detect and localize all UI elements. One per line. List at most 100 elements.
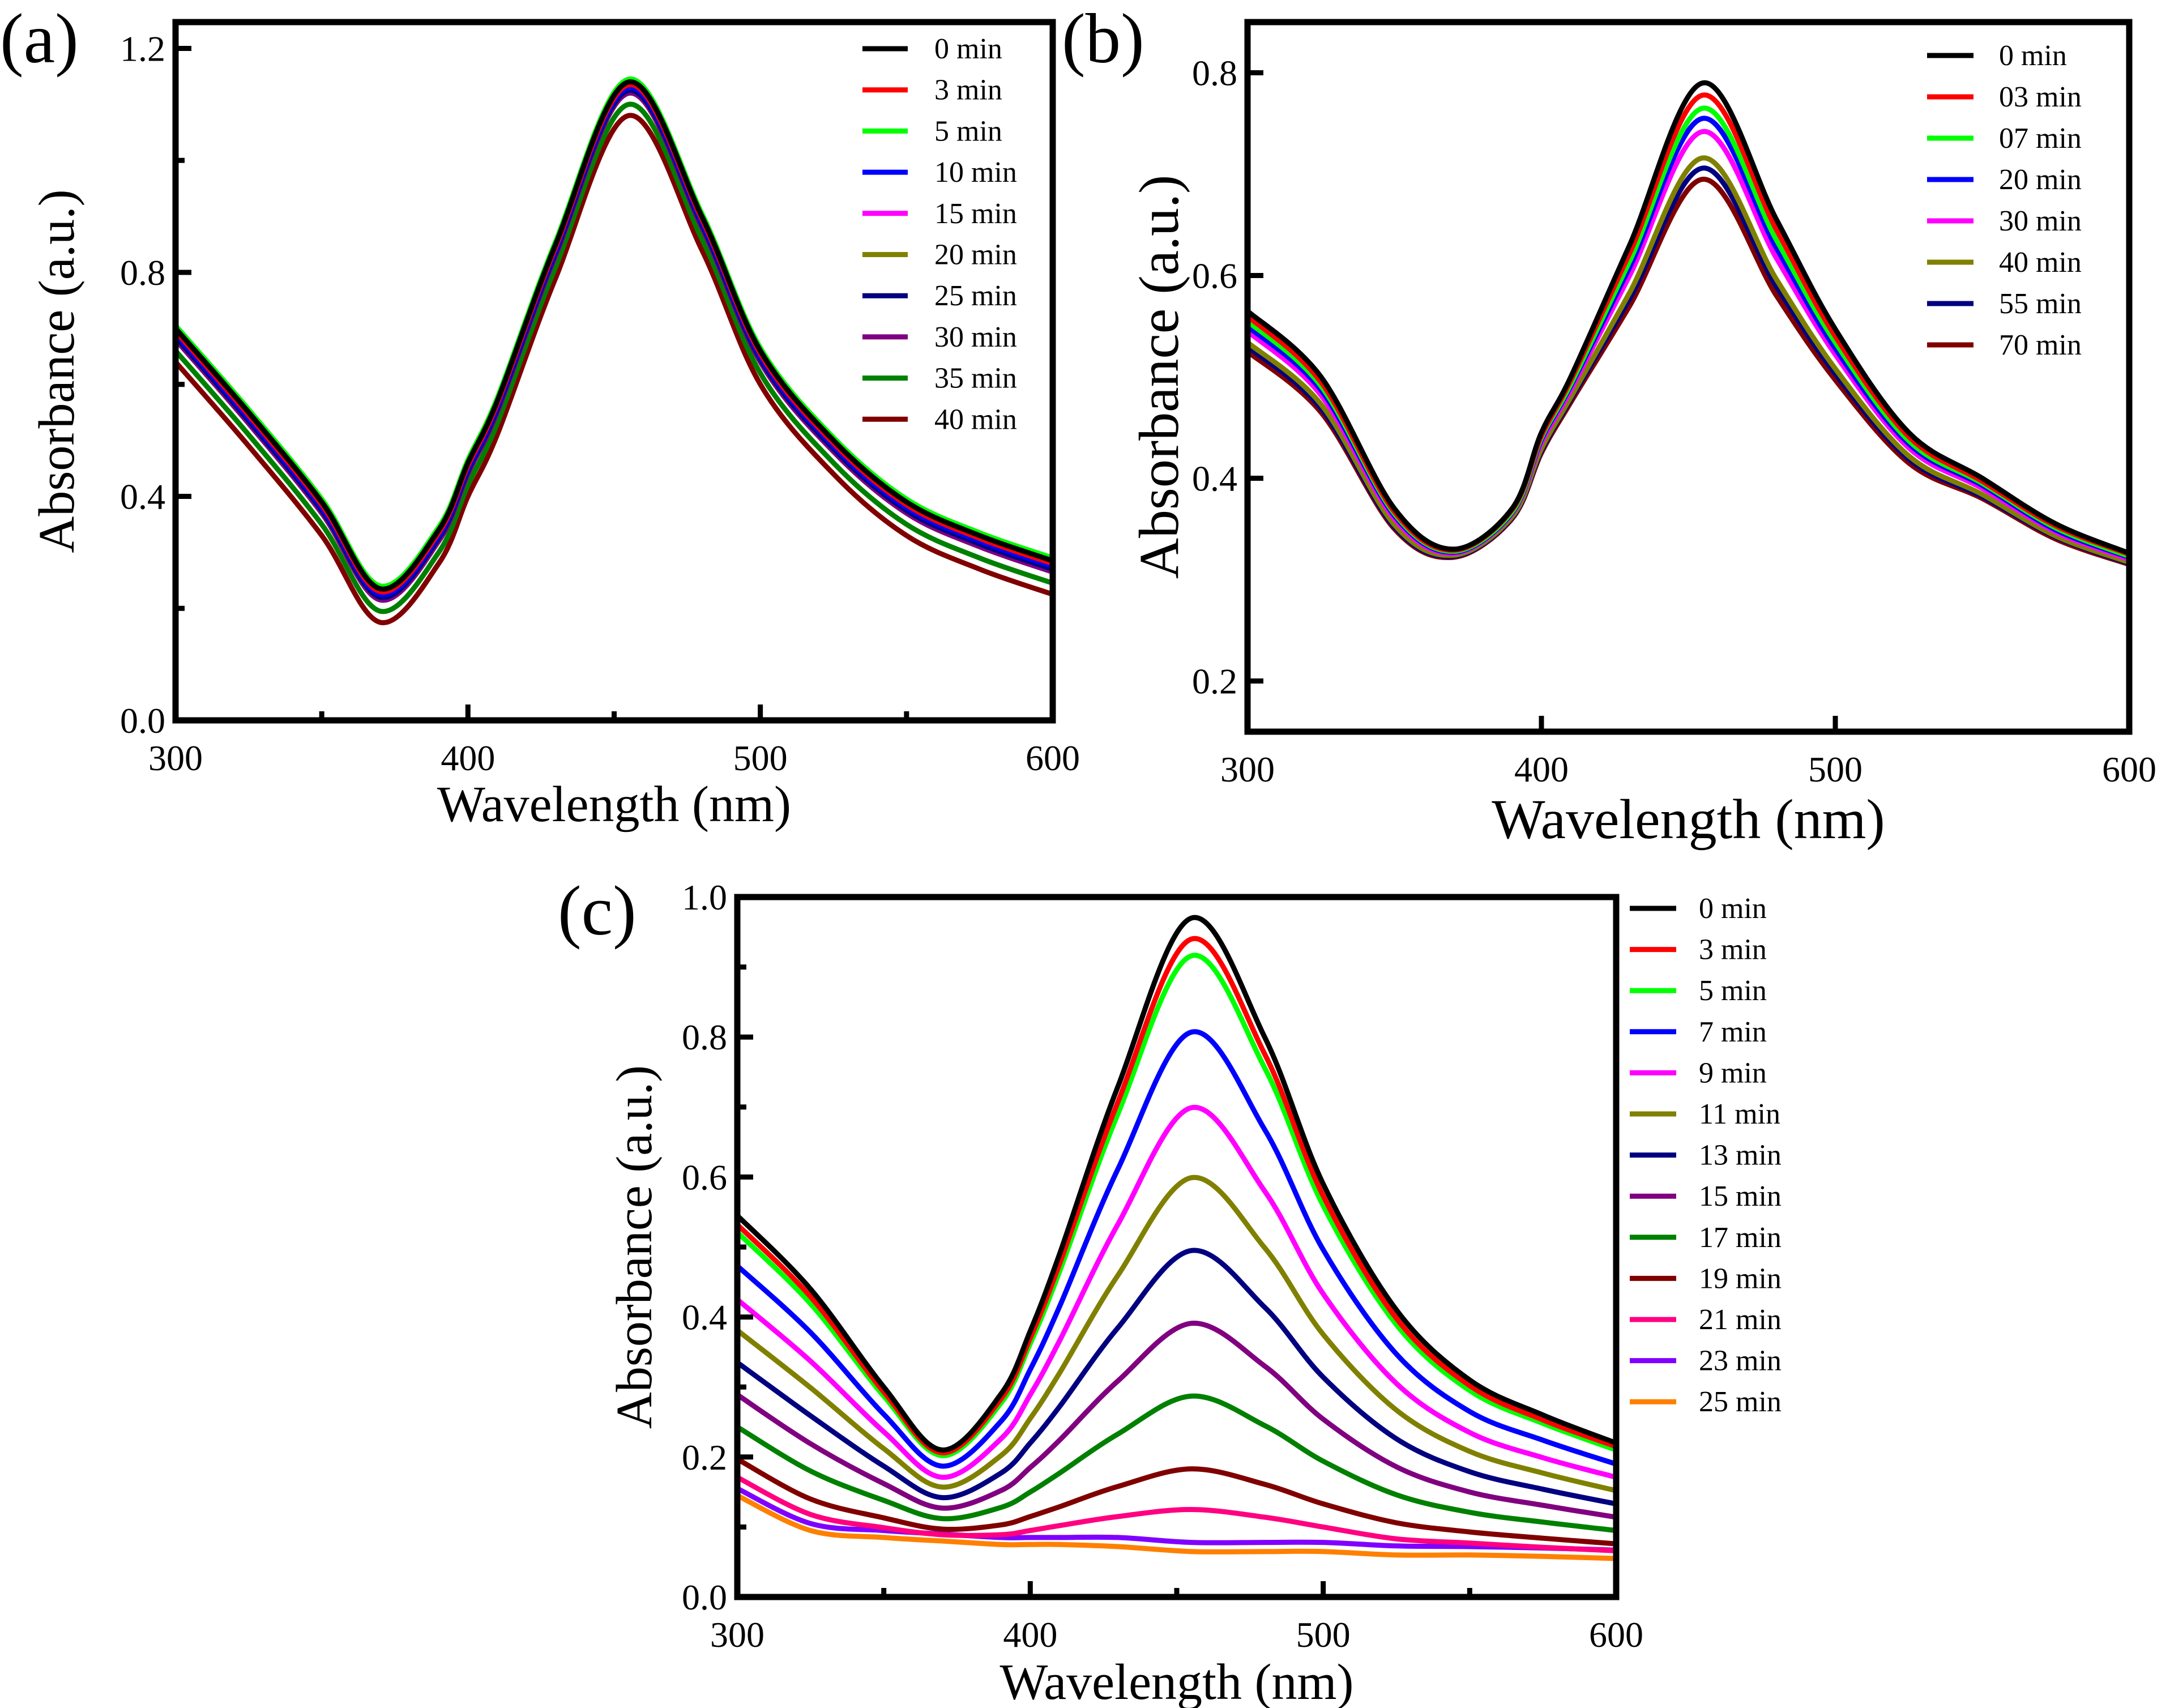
legend-item: 11 min (1630, 1098, 1780, 1130)
y-tick-label: 0.6 (682, 1157, 727, 1197)
series-line-30-min (176, 91, 1053, 603)
series-line-17-min (737, 1393, 1616, 1534)
legend-label: 5 min (934, 115, 1002, 147)
y-tick-label: 1.0 (682, 877, 727, 917)
legend-item: 70 min (1927, 329, 2082, 361)
legend-item: 10 min (862, 156, 1017, 189)
panel-label: (b) (1062, 0, 1144, 78)
legend: 0 min 3 min 5 min 7 min 9 min 11 min 13 min 15 … (1630, 893, 1782, 1418)
legend-item: 0 min (1630, 893, 1767, 925)
legend-item: 25 min (1630, 1386, 1782, 1418)
legend: 0 min 03 min 07 min 20 min 30 min 40 min 55 mi… (1927, 40, 2082, 361)
legend-item: 03 min (1927, 81, 2082, 113)
y-tick-label: 0.4 (682, 1297, 727, 1338)
series-line-0-min (737, 915, 1616, 1453)
legend-label: 03 min (1999, 81, 2082, 113)
x-axis-title: Wavelength (nm) (1492, 788, 1885, 851)
legend-label: 07 min (1999, 122, 2082, 155)
legend-label: 17 min (1699, 1222, 1782, 1254)
legend-item: 25 min (862, 280, 1017, 312)
x-tick-label: 500 (1808, 749, 1863, 789)
legend-item: 35 min (862, 362, 1017, 395)
legend-item: 0 min (862, 33, 1002, 65)
x-tick-label: 300 (148, 738, 203, 778)
series-group (1248, 80, 2129, 567)
plot-frame (1244, 19, 2133, 735)
series-line-35-min (176, 101, 1053, 614)
legend-label: 35 min (934, 362, 1017, 395)
y-tick-label: 0.8 (120, 253, 165, 293)
legend-item: 0 min (1927, 40, 2067, 72)
legend-item: 5 min (1630, 975, 1767, 1007)
plot-frame (734, 894, 1620, 1600)
legend-item: 40 min (862, 403, 1017, 435)
legend-item: 23 min (1630, 1345, 1782, 1377)
series-line-7-min (737, 1029, 1616, 1469)
legend-label: 0 min (1699, 893, 1767, 925)
legend-label: 15 min (1699, 1180, 1782, 1212)
legend: 0 min 3 min 5 min 10 min 15 min 20 min 25 min 3… (862, 33, 1017, 435)
series-line-25-min (176, 88, 1053, 600)
legend-label: 20 min (934, 239, 1017, 271)
legend-item: 20 min (862, 239, 1017, 271)
series-group (737, 915, 1616, 1561)
chart-panel-a: 300 400 500 600 0.0 0.4 0.8 1.2 Wavelength (nm) A… (0, 0, 1080, 832)
series-line-21-min (737, 1475, 1616, 1553)
series-line-0-min (176, 79, 1053, 592)
x-tick-label: 600 (1026, 738, 1080, 778)
series-line-3-min (737, 936, 1616, 1455)
chart-panel-c: 300 400 500 600 0.0 0.2 0.4 0.6 0.8 1.0 Wavelength… (558, 872, 1782, 1708)
legend-label: 11 min (1699, 1098, 1780, 1130)
x-tick-label: 300 (1220, 749, 1275, 789)
series-line-25-min (737, 1493, 1616, 1561)
series-line-9-min (737, 1105, 1616, 1480)
series-group (176, 76, 1053, 625)
y-tick-label: 0.6 (1192, 256, 1237, 296)
legend-label: 15 min (934, 198, 1017, 230)
legend-item: 3 min (1630, 934, 1767, 966)
legend-label: 13 min (1699, 1139, 1782, 1172)
legend-label: 3 min (934, 74, 1002, 106)
legend-item: 17 min (1630, 1222, 1782, 1254)
legend-label: 9 min (1699, 1057, 1767, 1089)
legend-item: 20 min (1927, 164, 2082, 196)
y-tick-label: 0.0 (682, 1577, 727, 1617)
x-tick-label: 500 (1296, 1615, 1351, 1655)
x-axis-title: Wavelength (nm) (437, 776, 791, 832)
legend-item: 19 min (1630, 1262, 1782, 1295)
legend-label: 10 min (934, 156, 1017, 189)
legend-item: 15 min (862, 198, 1017, 230)
series-line-0-min (1248, 80, 2129, 556)
legend-label: 7 min (1699, 1016, 1767, 1048)
legend-item: 3 min (862, 74, 1002, 106)
legend-label: 21 min (1699, 1304, 1782, 1336)
legend-label: 70 min (1999, 329, 2082, 361)
legend-item: 07 min (1927, 122, 2082, 155)
legend-label: 0 min (934, 33, 1002, 65)
legend-item: 5 min (862, 115, 1002, 147)
legend-label: 5 min (1699, 975, 1767, 1007)
legend-label: 19 min (1699, 1262, 1782, 1295)
y-tick-label: 0.0 (120, 701, 165, 741)
series-line-11-min (737, 1175, 1616, 1493)
chart-panel-b: 300 400 500 600 0.2 0.4 0.6 0.8 Wavelength (nm) A… (1062, 0, 2156, 851)
series-line-5-min (737, 953, 1616, 1458)
x-tick-label: 400 (1514, 749, 1569, 789)
legend-item: 15 min (1630, 1180, 1782, 1212)
legend-item: 30 min (1927, 205, 2082, 237)
series-line-19-min (737, 1457, 1616, 1547)
series-line-15-min (737, 1321, 1616, 1520)
y-tick-label: 0.8 (682, 1017, 727, 1057)
legend-label: 0 min (1999, 40, 2067, 72)
y-tick-label: 0.4 (1192, 459, 1237, 499)
y-tick-label: 0.2 (1192, 661, 1237, 702)
legend-item: 7 min (1630, 1016, 1767, 1048)
legend-label: 25 min (1699, 1386, 1782, 1418)
legend-item: 40 min (1927, 246, 2082, 279)
legend-label: 55 min (1999, 288, 2082, 320)
legend-label: 23 min (1699, 1345, 1782, 1377)
panel-label: (c) (558, 872, 637, 950)
series-line-13-min (737, 1248, 1616, 1507)
panel-label: (a) (0, 0, 79, 78)
